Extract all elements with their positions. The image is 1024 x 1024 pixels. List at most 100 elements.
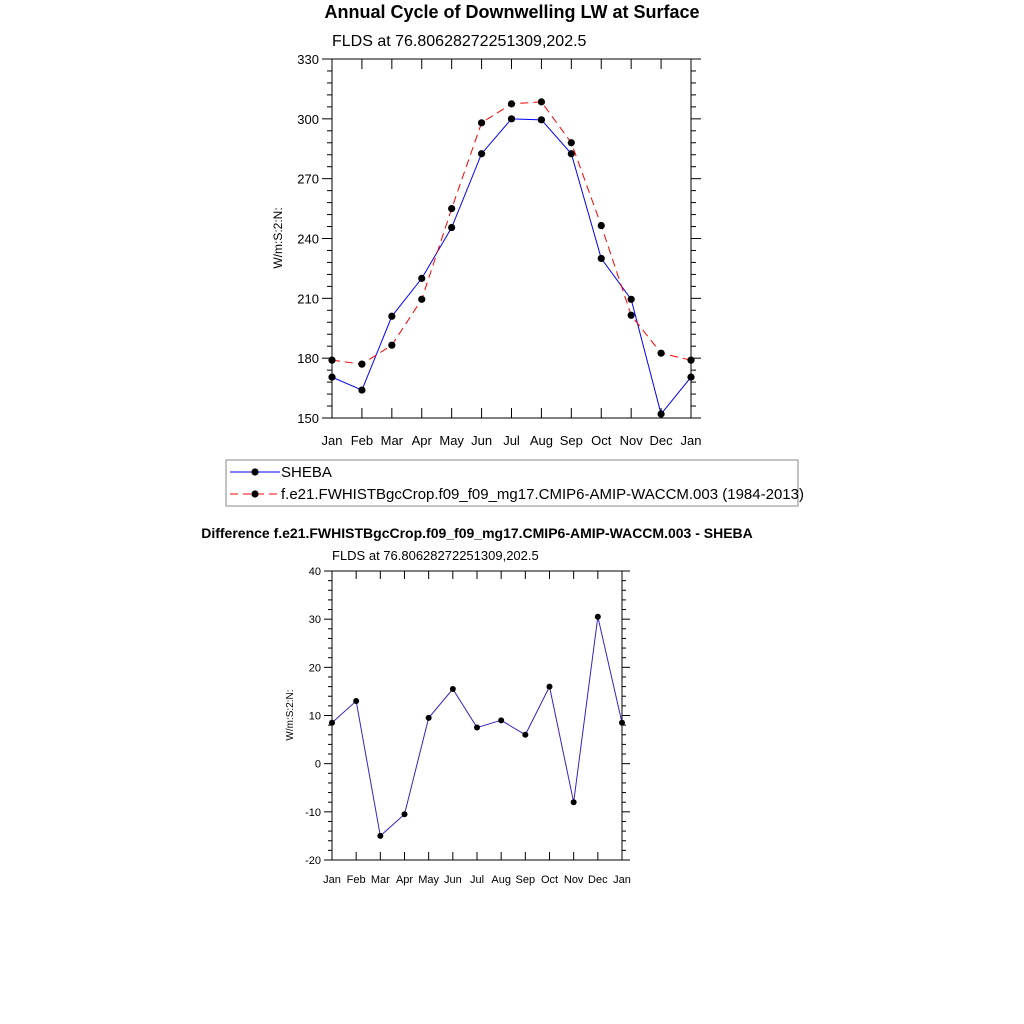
x-tick-label: Jul <box>470 874 484 886</box>
x-tick-label: Jan <box>613 874 631 886</box>
data-point <box>537 116 546 124</box>
x-tick-label: Jan <box>323 874 341 886</box>
data-point <box>498 717 505 724</box>
x-tick-label: May <box>439 433 464 448</box>
y-tick-label: 150 <box>297 411 319 426</box>
y-tick-label: 40 <box>309 566 321 578</box>
data-point <box>418 274 426 282</box>
data-point <box>401 811 408 818</box>
x-tick-label: Apr <box>412 433 433 448</box>
x-tick-label: Mar <box>381 433 404 448</box>
data-point <box>328 356 336 364</box>
data-point <box>377 832 384 839</box>
x-tick-label: Sep <box>560 433 583 448</box>
top-chart-series <box>328 98 695 418</box>
data-point <box>597 221 605 230</box>
data-point <box>567 150 575 158</box>
x-tick-label: Sep <box>516 874 536 886</box>
x-tick-label: Oct <box>591 433 612 448</box>
x-tick-label: Jan <box>322 433 343 448</box>
data-point <box>474 724 480 731</box>
data-point <box>418 295 426 303</box>
data-point <box>477 150 486 158</box>
diff-y-axis-label: W/m:S:2:N: <box>285 689 296 740</box>
y-tick-label: 330 <box>297 52 319 67</box>
legend: SHEBA f.e21.FWHISTBgcCrop.f09_f09_mg17.C… <box>225 459 804 507</box>
chart-title: Annual Cycle of Downwelling LW at Surfac… <box>324 2 699 22</box>
top-chart-axes: Jan Feb Mar Apr May Jun Jul Aug Sep Oct Nov Dec Jan1… <box>297 52 701 448</box>
data-point <box>448 204 456 213</box>
y-tick-label: 300 <box>297 112 319 127</box>
y-tick-label: 0 <box>315 759 321 771</box>
x-tick-label: Dec <box>588 874 608 886</box>
data-point <box>522 731 529 738</box>
data-point <box>687 356 695 364</box>
data-point <box>627 295 635 303</box>
legend-marker-model <box>251 490 259 498</box>
x-tick-label: Jun <box>444 874 462 886</box>
x-tick-label: Jun <box>471 433 492 448</box>
y-tick-label: 270 <box>297 172 319 187</box>
y-tick-label: 210 <box>297 291 319 306</box>
y-tick-label: -20 <box>305 855 321 867</box>
plot-frame <box>331 570 623 861</box>
data-point <box>567 139 575 147</box>
data-point <box>570 799 577 806</box>
data-point <box>627 311 635 319</box>
data-point <box>687 373 695 381</box>
legend-box <box>225 459 799 507</box>
x-tick-label: Aug <box>530 433 553 448</box>
legend-label-model: f.e21.FWHISTBgcCrop.f09_f09_mg17.CMIP6-A… <box>281 486 804 503</box>
x-tick-label: Nov <box>620 433 644 448</box>
data-point <box>546 683 553 690</box>
series-line-0 <box>331 118 692 416</box>
plot-frame <box>331 58 692 419</box>
data-point <box>358 360 366 368</box>
y-tick-label: 240 <box>297 232 319 247</box>
x-tick-label: Jul <box>503 433 520 448</box>
x-tick-label: Feb <box>347 874 366 886</box>
y-tick-label: 20 <box>309 662 321 674</box>
y-tick-label: 30 <box>309 614 321 626</box>
series-line-1 <box>331 101 692 365</box>
data-point <box>507 100 516 108</box>
data-point <box>537 98 546 106</box>
x-tick-label: Oct <box>541 874 558 886</box>
data-point <box>448 223 456 232</box>
x-tick-label: Mar <box>371 874 390 886</box>
legend-marker-sheba <box>251 468 259 476</box>
x-tick-label: Nov <box>564 874 584 886</box>
data-point <box>657 349 665 357</box>
x-tick-label: Feb <box>351 433 373 448</box>
y-tick-label: 10 <box>309 711 321 723</box>
data-point <box>597 254 605 263</box>
diff-chart-title: Difference f.e21.FWHISTBgcCrop.f09_f09_m… <box>201 525 753 541</box>
diff-chart-axes: Jan Feb Mar Apr May Jun Jul Aug Sep Oct Nov Dec Jan-… <box>305 566 631 886</box>
data-point <box>507 115 516 123</box>
legend-label-sheba: SHEBA <box>281 464 332 481</box>
x-tick-label: Aug <box>491 874 511 886</box>
chart-subtitle: FLDS at 76.80628272251309,202.5 <box>332 33 587 50</box>
diff-chart-subtitle: FLDS at 76.80628272251309,202.5 <box>332 548 539 563</box>
data-point <box>657 410 665 418</box>
data-point <box>328 373 336 381</box>
data-point <box>477 119 486 127</box>
data-point <box>358 386 366 394</box>
x-tick-label: Jan <box>681 433 702 448</box>
data-point <box>449 686 456 693</box>
y-axis-label: W/m:S:2:N: <box>271 207 285 268</box>
data-point <box>594 613 601 620</box>
data-point <box>388 341 396 349</box>
data-point <box>353 698 360 705</box>
data-point <box>425 714 432 721</box>
data-point <box>619 719 625 726</box>
y-tick-label: 180 <box>297 351 319 366</box>
x-tick-label: May <box>418 874 439 886</box>
x-tick-label: Dec <box>650 433 674 448</box>
data-point <box>329 719 335 726</box>
x-tick-label: Apr <box>396 874 413 886</box>
y-tick-label: -10 <box>305 807 321 819</box>
data-point <box>388 312 396 320</box>
diff-chart-series <box>329 613 625 839</box>
